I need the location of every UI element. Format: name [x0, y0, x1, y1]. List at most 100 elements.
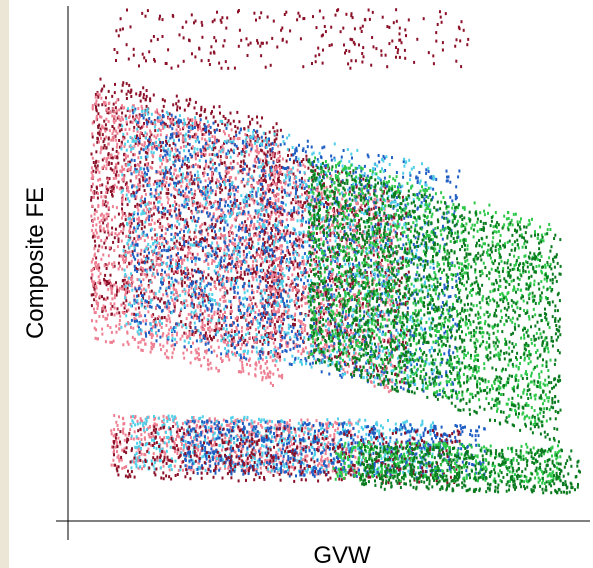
data-point [142, 201, 145, 205]
data-point [160, 144, 163, 148]
data-point [229, 287, 232, 291]
data-point [171, 351, 174, 355]
data-point [123, 306, 126, 310]
data-point [275, 122, 278, 126]
data-point [116, 288, 119, 292]
data-point [350, 331, 352, 334]
data-point [111, 218, 113, 222]
data-point [318, 53, 321, 57]
data-point [264, 170, 267, 174]
data-point [143, 225, 146, 229]
data-point [148, 50, 151, 54]
data-point [181, 180, 184, 184]
data-point [125, 122, 128, 126]
data-point [173, 301, 176, 305]
data-point [187, 134, 190, 138]
data-point [251, 288, 254, 292]
data-point [355, 365, 358, 369]
data-point [135, 195, 138, 199]
data-point [105, 217, 108, 221]
data-point [246, 134, 248, 137]
data-point [206, 322, 209, 326]
data-point [232, 159, 235, 163]
data-point [243, 212, 246, 216]
data-point [273, 308, 276, 312]
data-point [228, 230, 231, 233]
data-point [105, 117, 108, 121]
data-point [200, 364, 203, 368]
data-point [150, 281, 153, 284]
data-point [140, 283, 143, 287]
data-point [264, 132, 267, 136]
data-point [106, 163, 109, 167]
data-point [182, 270, 185, 274]
data-point [133, 294, 136, 298]
data-point [227, 270, 230, 274]
data-point [161, 184, 163, 188]
data-point [326, 332, 329, 335]
data-point [367, 308, 370, 312]
data-point [238, 240, 241, 244]
data-point [102, 228, 105, 232]
data-point [96, 263, 99, 267]
data-point [222, 211, 225, 214]
data-point [140, 272, 143, 276]
data-point [107, 222, 109, 226]
data-point [281, 172, 284, 176]
data-point [215, 287, 217, 290]
data-point [343, 360, 346, 364]
data-point [196, 252, 199, 256]
data-point [323, 224, 325, 228]
data-point [108, 186, 111, 190]
data-point [211, 166, 214, 170]
data-point [93, 190, 96, 193]
data-point [112, 102, 115, 106]
data-point [395, 232, 398, 236]
data-point [107, 163, 110, 166]
data-point [194, 55, 197, 59]
data-point [252, 305, 254, 309]
data-point [168, 280, 171, 284]
data-point [297, 319, 300, 323]
data-point [339, 297, 342, 301]
data-point [166, 307, 169, 311]
data-point [273, 249, 276, 253]
data-point [177, 217, 179, 221]
data-point [251, 264, 254, 268]
data-point [189, 304, 192, 307]
data-point [192, 316, 195, 320]
data-point [239, 271, 242, 275]
data-point [356, 222, 359, 226]
data-point [223, 178, 226, 182]
data-point [201, 222, 204, 226]
data-point [139, 236, 142, 240]
data-point [386, 25, 389, 29]
data-point [93, 212, 96, 216]
data-point [211, 179, 214, 183]
data-point [224, 60, 227, 64]
data-point [188, 235, 191, 239]
data-point [226, 290, 229, 294]
data-point [191, 280, 193, 284]
data-point [291, 245, 294, 248]
data-point [132, 190, 135, 194]
data-point [267, 189, 270, 193]
data-point [325, 310, 328, 314]
data-point [120, 115, 123, 119]
data-point [179, 217, 182, 221]
data-point [185, 274, 188, 278]
data-point [154, 123, 157, 126]
data-point [393, 318, 396, 322]
data-point [349, 66, 352, 70]
data-point [281, 297, 284, 301]
data-point [242, 277, 244, 281]
data-point [176, 331, 178, 335]
data-point [131, 250, 134, 254]
data-point [138, 203, 141, 207]
data-point [331, 298, 334, 302]
data-point [254, 373, 257, 377]
data-point [208, 224, 211, 228]
data-point [100, 89, 103, 93]
data-point [103, 277, 106, 281]
data-point [196, 205, 199, 209]
